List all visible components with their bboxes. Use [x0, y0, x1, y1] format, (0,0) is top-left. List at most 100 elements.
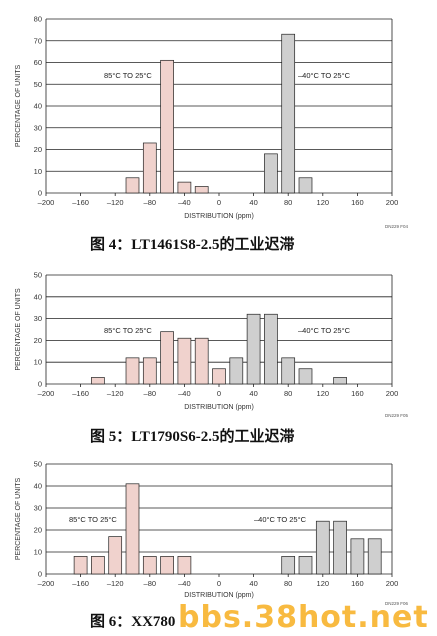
y-tick-label: 40: [34, 292, 42, 301]
bar-hot: [177, 337, 192, 385]
bar-hot: [142, 142, 157, 194]
bar-hot: [142, 357, 157, 385]
bar-cold: [229, 357, 244, 385]
y-tick-label: 20: [34, 526, 42, 535]
x-tick-label: 80: [284, 198, 292, 207]
y-tick-label: 20: [34, 145, 42, 154]
figure-code: DN229 F05: [385, 413, 409, 418]
x-tick-label: –80: [144, 389, 157, 398]
x-tick-label: –160: [72, 198, 89, 207]
bar-hot: [177, 181, 192, 194]
y-tick-label: 40: [34, 482, 42, 491]
bar-cold: [298, 177, 313, 194]
bar-cold: [264, 153, 278, 194]
x-tick-label: –200: [38, 389, 55, 398]
series-annotation: –40°C TO 25°C: [298, 71, 351, 80]
x-axis-label: DISTRIBUTION (ppm): [184, 213, 254, 220]
bar-hot: [91, 377, 105, 385]
x-tick-label: 120: [317, 389, 330, 398]
bar-hot: [73, 556, 88, 575]
x-tick-label: –120: [107, 198, 124, 207]
y-tick-label: 30: [34, 314, 42, 323]
x-tick-label: –40: [178, 389, 191, 398]
y-axis-label: PERCENTAGE OF UNITS: [15, 288, 22, 371]
series-annotation: 85°C TO 25°C: [104, 326, 152, 335]
bar-hot: [108, 536, 123, 575]
y-tick-label: 60: [34, 58, 42, 67]
y-tick-label: 30: [34, 504, 42, 513]
x-tick-label: 40: [249, 198, 257, 207]
figure-code: DN229 F06: [385, 601, 409, 606]
x-tick-label: –160: [72, 579, 89, 588]
x-tick-label: –40: [178, 198, 191, 207]
bar-hot: [142, 556, 157, 575]
y-tick-label: 0: [38, 570, 42, 579]
y-tick-label: 70: [34, 36, 42, 45]
y-tick-label: 80: [34, 15, 42, 24]
x-axis-label: DISTRIBUTION (ppm): [184, 592, 254, 599]
bar-cold: [298, 556, 313, 575]
x-tick-label: 160: [351, 579, 364, 588]
x-tick-label: –80: [144, 579, 157, 588]
figure-caption: 图 4：LT1461S8-2.5的工业迟滞: [90, 235, 294, 253]
x-tick-label: 0: [217, 198, 221, 207]
bar-hot: [194, 186, 209, 194]
y-tick-label: 50: [34, 80, 42, 89]
figure-caption: 图 6：XX780: [90, 613, 175, 630]
x-tick-label: 160: [351, 198, 364, 207]
bar-cold: [333, 377, 347, 385]
bar-hot: [160, 556, 174, 575]
bar-hot: [125, 357, 140, 385]
bar-hot: [177, 556, 192, 575]
figure-caption: 图 5：LT1790S6-2.5的工业迟滞: [90, 427, 294, 445]
y-tick-label: 10: [34, 548, 42, 557]
y-axis-label: PERCENTAGE OF UNITS: [15, 65, 22, 148]
y-tick-label: 40: [34, 102, 42, 111]
x-tick-label: –200: [38, 579, 55, 588]
series-annotation: –40°C TO 25°C: [254, 515, 307, 524]
bar-cold: [264, 313, 278, 385]
y-tick-label: 20: [34, 336, 42, 345]
bar-hot: [212, 368, 226, 385]
y-tick-label: 0: [38, 380, 42, 389]
bar-cold: [333, 520, 347, 575]
x-tick-label: –120: [107, 579, 124, 588]
x-tick-label: 200: [386, 579, 399, 588]
x-tick-label: 200: [386, 198, 399, 207]
bar-cold: [367, 538, 382, 575]
x-tick-label: –160: [72, 389, 89, 398]
y-axis-label: PERCENTAGE OF UNITS: [15, 478, 22, 561]
x-tick-label: 120: [317, 579, 330, 588]
x-tick-label: 0: [217, 389, 221, 398]
x-tick-label: 200: [386, 389, 399, 398]
series-annotation: 85°C TO 25°C: [69, 515, 117, 524]
bar-hot: [125, 483, 140, 575]
bar-cold: [281, 357, 296, 385]
chart-panel-5: 0 10 20 30 40 50 –200 –160 –120 –80 –40 0 40 80 120 160…: [15, 271, 408, 446]
x-tick-label: –40: [178, 579, 191, 588]
y-tick-label: 0: [38, 189, 42, 198]
bar-hot: [160, 331, 174, 385]
bar-hot: [125, 177, 140, 194]
x-tick-label: 120: [317, 198, 330, 207]
y-tick-label: 10: [34, 167, 42, 176]
y-tick-label: 10: [34, 358, 42, 367]
chart-panel-6: 0 10 20 30 40 50 –200 –160 –120 –80 –40 0 40 80 120 160…: [15, 460, 408, 631]
chart-panel-4: 0 10 20 30 40 50 60 70 80 –200 –160 –120 –80 –40 0 40 80…: [15, 15, 408, 254]
x-tick-label: 80: [284, 579, 292, 588]
x-tick-label: 160: [351, 389, 364, 398]
x-tick-label: –200: [38, 198, 55, 207]
bar-cold: [350, 538, 365, 575]
y-tick-label: 30: [34, 123, 42, 132]
series-annotation: 85°C TO 25°C: [104, 71, 152, 80]
bar-cold: [281, 33, 296, 194]
x-tick-label: 80: [284, 389, 292, 398]
bar-cold: [281, 556, 296, 575]
bar-cold: [315, 520, 330, 575]
bar-hot: [160, 59, 174, 194]
watermark-text: bbs.38hot.net: [178, 600, 429, 635]
x-tick-label: –80: [144, 198, 157, 207]
bar-cold: [298, 368, 313, 385]
bar-hot: [91, 556, 105, 575]
series-annotation: –40°C TO 25°C: [298, 326, 351, 335]
